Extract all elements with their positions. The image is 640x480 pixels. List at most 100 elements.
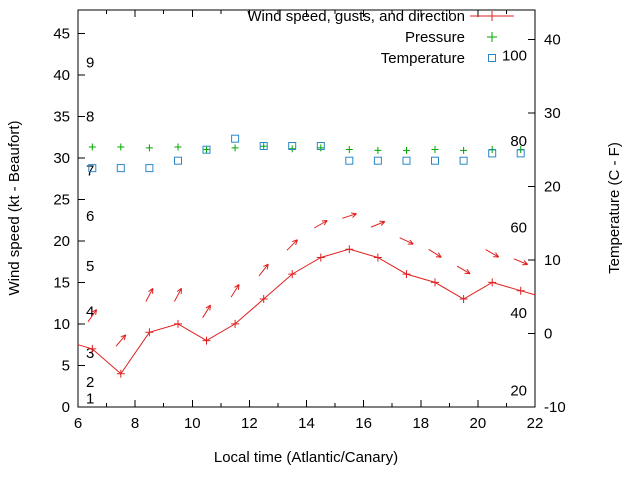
gust-direction-arrow — [370, 220, 386, 228]
temperature-marker — [488, 149, 497, 158]
y-left-tick-label: 20 — [53, 233, 70, 250]
temperature-marker — [259, 142, 268, 150]
wind-point-marker — [174, 319, 182, 328]
y-right-tick-label: 20 — [544, 178, 561, 195]
y-right-axis-title: Temperature (C - F) — [606, 142, 623, 274]
right-inner-scale-label: 40 — [510, 305, 527, 322]
x-tick-label: 6 — [74, 415, 82, 432]
pressure-marker — [203, 146, 210, 153]
legend-label-pressure: Pressure — [405, 29, 465, 46]
wind-point-marker — [259, 295, 268, 303]
y-left-tick-label: 35 — [53, 108, 70, 125]
pressure-marker — [231, 144, 239, 152]
pressure-marker — [431, 146, 439, 153]
temperature-marker — [402, 156, 411, 165]
wind-point-marker — [373, 253, 382, 262]
legend-temperature-sample-icon — [488, 54, 496, 62]
temperature-marker — [431, 156, 439, 165]
pressure-marker — [88, 143, 96, 151]
x-tick-label: 18 — [412, 415, 429, 432]
y-left-tick-label: 10 — [53, 316, 70, 333]
temperature-marker — [373, 156, 382, 165]
gust-direction-arrow — [485, 249, 500, 258]
x-tick-label: 14 — [298, 415, 315, 432]
x-tick-label: 10 — [184, 415, 201, 432]
x-tick-label: 20 — [470, 415, 487, 432]
beaufort-scale-label: 1 — [86, 391, 94, 408]
wind-point-marker — [488, 278, 497, 287]
gust-direction-arrow — [513, 258, 529, 266]
gust-direction-arrow — [399, 237, 414, 245]
temperature-marker — [174, 156, 182, 165]
x-tick-label: 8 — [131, 415, 139, 432]
y-right-tick-label: -10 — [544, 399, 566, 416]
pressure-marker — [317, 144, 325, 152]
temperature-marker — [145, 164, 154, 173]
pressure-marker — [288, 145, 296, 153]
gust-direction-arrow — [456, 265, 471, 275]
gust-direction-arrow — [314, 220, 328, 229]
gust-direction-arrow — [230, 283, 240, 298]
y-left-tick-label: 40 — [53, 67, 70, 84]
wind-point-marker — [431, 278, 439, 287]
pressure-marker — [174, 143, 182, 151]
temperature-marker — [88, 164, 97, 173]
wind-point-marker — [88, 344, 97, 353]
pressure-marker — [145, 144, 153, 152]
pressure-marker — [117, 143, 125, 151]
wind-point-marker — [116, 369, 125, 378]
x-tick-label: 12 — [241, 415, 258, 432]
legend-wind-sample-icon — [470, 11, 514, 21]
y-left-tick-label: 15 — [53, 274, 70, 291]
y-right-tick-label: 30 — [544, 105, 561, 122]
beaufort-scale-label: 2 — [86, 374, 94, 391]
gust-direction-arrow — [258, 263, 269, 277]
wind-point-marker — [231, 319, 240, 328]
right-inner-scale-label: 80 — [510, 133, 527, 150]
wind-point-marker — [345, 245, 354, 254]
wind-point-marker — [145, 328, 154, 337]
chart-dynamic-layer: 6 8 10 12 14 16 18 20 22051015202530354045-10010… — [53, 9, 566, 432]
wind-point-marker — [316, 253, 325, 262]
gust-direction-arrow — [115, 334, 127, 347]
temperature-marker — [459, 156, 468, 165]
y-right-tick-label: 40 — [544, 31, 561, 48]
pressure-marker — [260, 142, 268, 150]
legend-label-temperature: Temperature — [381, 50, 465, 67]
wind-point-marker — [202, 336, 211, 345]
y-left-tick-label: 30 — [53, 150, 70, 167]
y-left-tick-label: 25 — [53, 191, 70, 208]
beaufort-scale-label: 8 — [86, 108, 94, 125]
y-left-tick-label: 45 — [53, 25, 70, 42]
x-tick-label: 22 — [527, 415, 544, 432]
beaufort-scale-label: 5 — [86, 258, 94, 275]
legend-label-wind: Wind speed, gusts, and direction — [247, 8, 465, 25]
temperature-marker — [345, 156, 354, 165]
x-tick-label: 16 — [355, 415, 372, 432]
beaufort-scale-label: 3 — [86, 345, 94, 362]
wind-speed-line — [77, 248, 536, 375]
gust-direction-arrow — [145, 287, 154, 302]
wind-point-marker — [516, 286, 525, 295]
gust-direction-arrow — [428, 248, 442, 258]
plot-border — [77, 9, 536, 408]
gust-direction-arrow — [173, 287, 182, 302]
temperature-marker — [231, 134, 240, 143]
temperature-marker — [316, 142, 325, 150]
temperature-marker — [288, 142, 297, 150]
wind-point-marker — [402, 270, 411, 279]
temperature-marker — [116, 164, 125, 173]
y-right-tick-label: 10 — [544, 252, 561, 269]
right-inner-scale-label: 100 — [502, 48, 527, 65]
temperature-marker — [516, 149, 525, 158]
gust-direction-arrow — [202, 304, 211, 319]
beaufort-scale-label: 9 — [86, 54, 94, 71]
gust-direction-arrow — [286, 239, 298, 251]
y-right-tick-label: 0 — [544, 326, 552, 343]
beaufort-scale-label: 6 — [86, 208, 94, 225]
gust-direction-arrow — [87, 309, 98, 323]
wind-point-marker — [459, 295, 468, 303]
legend-pressure-sample-icon — [487, 32, 497, 42]
right-inner-scale-label: 60 — [510, 220, 527, 237]
